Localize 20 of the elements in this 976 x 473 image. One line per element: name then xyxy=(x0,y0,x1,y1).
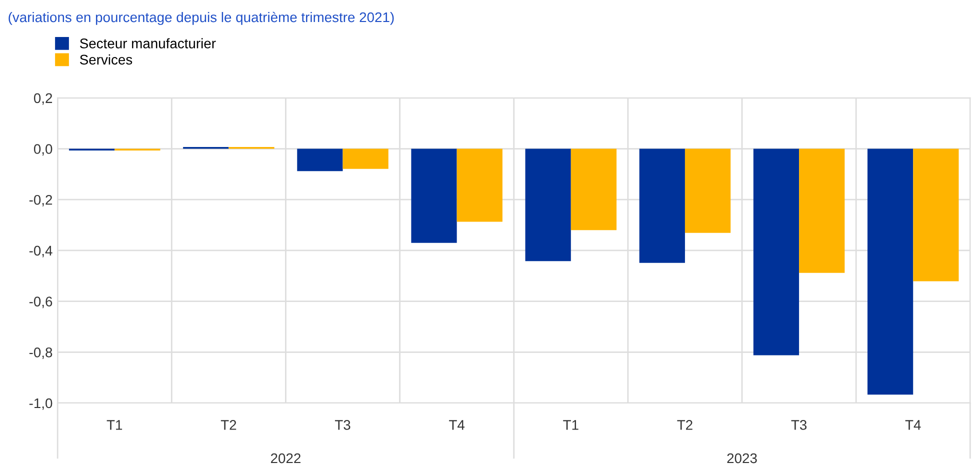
x-tick-label: T4 xyxy=(449,420,465,430)
y-tick-label: -0,2 xyxy=(29,194,52,206)
x-tick-label: T4 xyxy=(905,420,921,430)
x-tick-label: T2 xyxy=(677,420,692,430)
y-tick-label: 0,0 xyxy=(34,144,52,156)
x-tick-label: T3 xyxy=(334,420,350,430)
chart-subtitle: (variations en pourcentage depuis le quatrième trimestre 2021) xyxy=(8,12,394,25)
text: 2022 xyxy=(270,453,300,464)
y-tick-label: -0,4 xyxy=(29,246,52,258)
x-tick-label: T1 xyxy=(563,420,578,430)
text: 2023 xyxy=(727,453,757,464)
y-tick-label: -0,6 xyxy=(29,296,52,308)
x-tick-label: T2 xyxy=(220,420,236,430)
y-tick-label: 0,2 xyxy=(34,93,52,105)
x-tick-label: T3 xyxy=(791,420,807,430)
legend-label: Services xyxy=(80,54,132,65)
y-tick-label: -1,0 xyxy=(29,398,52,410)
y-tick-label: -0,8 xyxy=(29,347,52,359)
legend-label: Secteur manufacturier xyxy=(80,38,216,48)
x-tick-label: T1 xyxy=(106,420,122,430)
